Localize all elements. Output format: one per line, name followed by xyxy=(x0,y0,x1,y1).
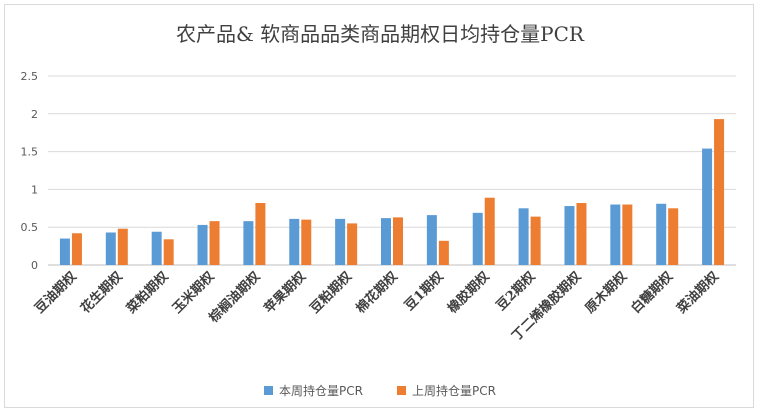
x-tick-label: 白糖期权 xyxy=(628,268,677,317)
bar-this-week xyxy=(243,221,254,265)
legend-item-this-week: 本周持仓量PCR xyxy=(264,382,363,399)
bar-last-week xyxy=(393,217,403,265)
x-tick-label: 苹果期权 xyxy=(261,268,310,317)
y-tick-label: 1.5 xyxy=(21,146,39,159)
legend-item-last-week: 上周持仓量PCR xyxy=(397,382,496,399)
bar-last-week xyxy=(255,203,266,265)
bar-last-week xyxy=(484,197,495,265)
bar-this-week xyxy=(472,212,483,265)
bar-last-week xyxy=(622,204,633,265)
chart-title: 农产品& 软商品品类商品期权日均持仓量PCR xyxy=(176,22,584,46)
bar-last-week xyxy=(438,240,449,265)
bar-last-week xyxy=(71,233,82,265)
legend-label-last-week: 上周持仓量PCR xyxy=(412,384,496,398)
x-tick-label: 花生期权 xyxy=(78,268,127,317)
legend-swatch-this-week xyxy=(264,386,274,395)
bar-this-week xyxy=(381,218,391,265)
y-tick-label: 0 xyxy=(31,259,38,272)
legend-swatch-last-week xyxy=(397,386,406,395)
bar-this-week xyxy=(564,206,575,265)
bar-last-week xyxy=(576,203,587,265)
x-tick-label: 豆1期权 xyxy=(401,268,447,314)
bar-this-week xyxy=(518,208,529,265)
bar-last-week xyxy=(668,208,679,265)
bar-this-week xyxy=(702,148,713,265)
bar-last-week xyxy=(117,228,128,265)
bar-this-week xyxy=(335,218,346,265)
y-tick-label: 0.5 xyxy=(21,221,39,234)
x-tick-label: 原木期权 xyxy=(582,268,631,317)
bar-this-week xyxy=(105,232,116,265)
bar-last-week xyxy=(209,221,220,265)
legend-label-this-week: 本周持仓量PCR xyxy=(279,384,363,398)
legend: 本周持仓量PCR 上周持仓量PCR xyxy=(0,382,760,399)
x-tick-label: 菜油期权 xyxy=(673,268,722,317)
y-tick-label: 1 xyxy=(31,183,38,196)
bar-this-week xyxy=(426,215,437,265)
y-tick-label: 2.5 xyxy=(21,70,39,83)
bar-this-week xyxy=(289,218,300,265)
bar-last-week xyxy=(530,216,541,265)
bar-last-week xyxy=(714,119,725,265)
x-tick-label: 豆油期权 xyxy=(32,268,81,317)
x-tick-label: 菜粕期权 xyxy=(123,268,172,317)
bar-this-week xyxy=(197,224,208,265)
x-tick-label: 玉米期权 xyxy=(169,268,218,317)
bar-last-week xyxy=(301,219,312,265)
bar-last-week xyxy=(163,239,174,265)
x-tick-label: 棉花期权 xyxy=(353,268,402,317)
y-tick-label: 2 xyxy=(31,108,38,121)
bar-this-week xyxy=(151,231,162,265)
bar-this-week xyxy=(610,204,621,265)
bar-last-week xyxy=(347,223,358,265)
x-tick-label: 橡胶期权 xyxy=(444,268,493,317)
bar-this-week xyxy=(656,203,667,265)
x-tick-label: 豆粕期权 xyxy=(307,268,356,317)
bar-this-week xyxy=(59,238,70,265)
x-tick-label: 豆2期权 xyxy=(493,268,539,314)
